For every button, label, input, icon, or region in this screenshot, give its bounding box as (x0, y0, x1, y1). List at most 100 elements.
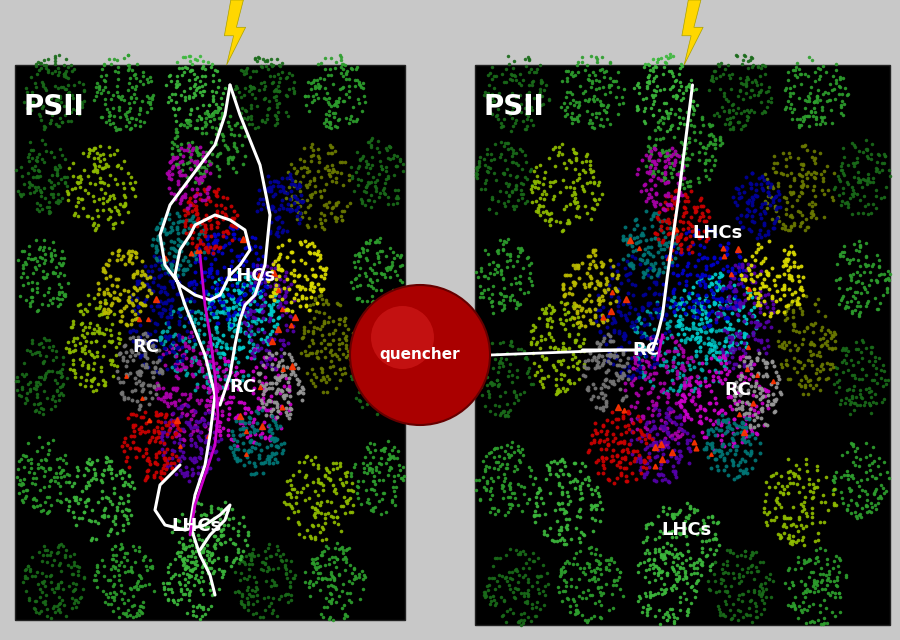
Point (250, 314, 265, 324)
Point (310, 249, 324, 259)
Point (209, 383, 223, 394)
Point (788, 469, 803, 479)
Point (251, 324, 266, 335)
Point (239, 243, 254, 253)
Point (53, 365, 68, 376)
Point (621, 337, 635, 347)
Point (478, 178, 492, 188)
Point (766, 150, 780, 161)
Point (685, 148, 699, 159)
Point (676, 370, 690, 380)
Point (30, 156, 44, 166)
Point (211, 417, 225, 427)
Point (25, 339, 40, 349)
Point (650, 441, 664, 451)
Point (279, 589, 293, 600)
Point (347, 274, 362, 284)
Point (124, 258, 139, 268)
Point (117, 182, 131, 193)
Point (669, 469, 683, 479)
Point (268, 213, 283, 223)
Point (207, 433, 221, 444)
Point (660, 148, 674, 159)
Point (193, 577, 207, 588)
Point (292, 284, 307, 294)
Point (596, 259, 610, 269)
Point (725, 273, 740, 283)
Point (174, 139, 188, 149)
Point (183, 260, 197, 270)
Point (138, 260, 152, 271)
Point (666, 70, 680, 81)
Point (778, 204, 793, 214)
Point (711, 408, 725, 418)
Point (789, 296, 804, 307)
Point (175, 468, 189, 478)
Point (620, 365, 634, 375)
Point (188, 307, 202, 317)
Point (493, 235, 508, 245)
Point (211, 101, 225, 111)
Point (860, 501, 875, 511)
Point (551, 582, 565, 593)
Point (223, 361, 238, 371)
Point (212, 295, 226, 305)
Point (688, 207, 702, 217)
Point (310, 460, 325, 470)
Point (370, 376, 384, 387)
Point (624, 321, 638, 331)
Point (379, 251, 393, 261)
Point (385, 376, 400, 386)
Point (121, 518, 135, 528)
Point (370, 372, 384, 383)
Point (194, 572, 208, 582)
Point (284, 204, 298, 214)
Point (708, 587, 723, 597)
Point (225, 429, 239, 440)
Point (194, 123, 209, 133)
Point (801, 167, 815, 177)
Point (247, 383, 261, 393)
Point (556, 456, 571, 467)
Point (636, 330, 651, 340)
Point (125, 290, 140, 300)
Point (320, 161, 334, 171)
Point (28, 604, 42, 614)
Point (263, 282, 277, 292)
Point (520, 114, 535, 124)
Point (506, 102, 520, 112)
Point (647, 156, 662, 166)
Point (363, 274, 377, 284)
Point (265, 433, 279, 444)
Point (727, 381, 742, 392)
Point (323, 140, 338, 150)
Point (491, 401, 506, 412)
Point (705, 511, 719, 521)
Point (652, 469, 666, 479)
Point (578, 167, 592, 177)
Point (673, 399, 688, 410)
Point (54, 97, 68, 107)
Point (673, 229, 688, 239)
Point (651, 209, 665, 219)
Point (869, 276, 884, 287)
Point (190, 103, 204, 113)
Point (330, 298, 345, 308)
Point (381, 172, 395, 182)
Point (196, 266, 211, 276)
Point (126, 355, 140, 365)
Point (667, 618, 681, 628)
Point (660, 538, 674, 548)
Point (700, 550, 715, 560)
Point (780, 196, 795, 207)
Point (590, 83, 604, 93)
Point (120, 371, 134, 381)
Point (142, 459, 157, 469)
Point (184, 514, 199, 524)
Point (284, 404, 298, 414)
Point (339, 477, 354, 487)
Point (732, 569, 746, 579)
Point (344, 468, 358, 478)
Point (328, 484, 342, 494)
Point (882, 472, 896, 483)
